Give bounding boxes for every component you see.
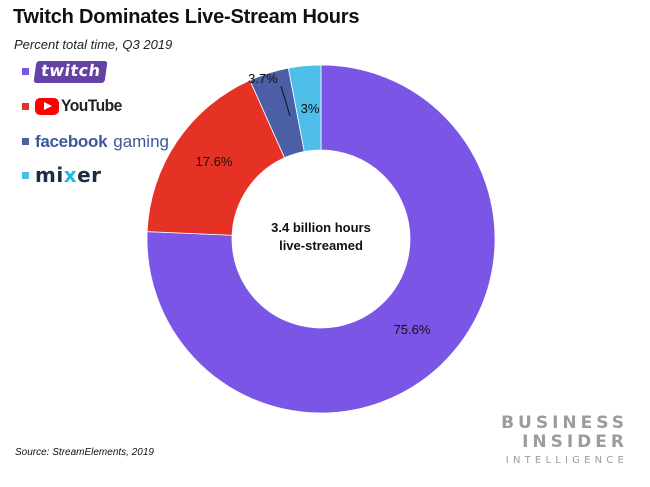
leader-line-facebook-gaming bbox=[280, 85, 291, 117]
source-note: Source: StreamElements, 2019 bbox=[15, 447, 154, 458]
slice-mixer bbox=[287, 64, 322, 153]
youtube-logo-text: YouTube bbox=[61, 96, 122, 115]
slice-youtube bbox=[146, 79, 286, 236]
mixer-logo-text: mixer bbox=[35, 163, 102, 187]
legend-swatch-youtube bbox=[22, 103, 29, 110]
youtube-logo: YouTube bbox=[35, 96, 127, 116]
twitch-logo: twitch bbox=[33, 61, 108, 83]
chart-title: Twitch Dominates Live-Stream Hours bbox=[13, 6, 360, 28]
facebook-logo-text: facebook bbox=[35, 132, 108, 151]
brand-line-business: BUSINESS bbox=[501, 413, 628, 433]
legend-swatch-twitch bbox=[22, 68, 29, 75]
brand-line-insider: INSIDER bbox=[522, 432, 628, 452]
slice-label-mixer: 3% bbox=[301, 101, 320, 116]
youtube-play-icon bbox=[35, 97, 59, 115]
gaming-logo-text: gaming bbox=[113, 132, 169, 151]
slice-label-twitch: 75.6% bbox=[394, 322, 431, 337]
slice-label-youtube: 17.6% bbox=[196, 154, 233, 169]
slice-twitch bbox=[146, 64, 496, 414]
facebook-gaming-logo: facebook gaming bbox=[35, 132, 169, 152]
chart-subtitle: Percent total time, Q3 2019 bbox=[14, 37, 173, 52]
brand-line-intelligence: INTELLIGENCE bbox=[505, 455, 628, 466]
legend-swatch-mixer bbox=[22, 172, 29, 179]
twitch-logo-text: twitch bbox=[33, 61, 108, 83]
center-label-line-2: live-streamed bbox=[279, 238, 363, 253]
mixer-logo: mixer bbox=[35, 163, 102, 187]
slice-label-facebook-gaming: 3.7% bbox=[248, 71, 278, 86]
business-insider-intelligence-logo: BUSINESS INSIDER INTELLIGENCE bbox=[501, 414, 628, 468]
legend-swatch-facebook-gaming bbox=[22, 138, 29, 145]
center-label-line-1: 3.4 billion hours bbox=[271, 220, 371, 235]
